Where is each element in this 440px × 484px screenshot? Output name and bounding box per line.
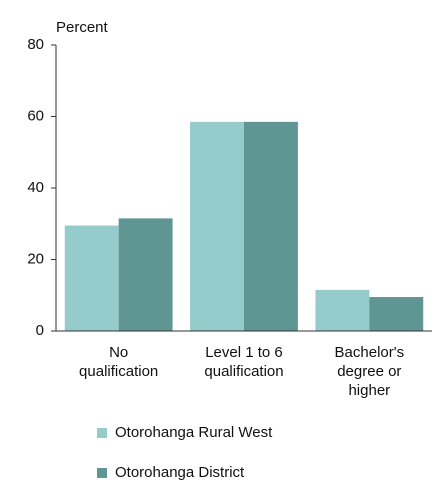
y-tick-label: 0 xyxy=(36,322,44,339)
x-tick-label: Level 1 to 6 qualification xyxy=(204,344,283,380)
bar xyxy=(118,218,173,331)
bar xyxy=(244,121,298,331)
legend-label: Otorohanga Rural West xyxy=(115,424,273,441)
bar xyxy=(64,225,119,331)
x-tick-label: Bachelor's degree or higher xyxy=(335,344,405,399)
x-tick-label: No qualification xyxy=(79,344,158,380)
bar xyxy=(190,121,244,331)
y-tick-label: 20 xyxy=(27,250,44,267)
bar xyxy=(315,289,370,331)
legend-swatch xyxy=(97,468,107,478)
y-tick-label: 60 xyxy=(27,107,44,124)
y-tick-label: 80 xyxy=(27,36,44,53)
y-tick-label: 40 xyxy=(27,179,44,196)
y-axis-label: Percent xyxy=(56,19,109,36)
legend-label: Otorohanga District xyxy=(115,464,245,481)
bar xyxy=(369,297,424,331)
legend-swatch xyxy=(97,428,107,438)
